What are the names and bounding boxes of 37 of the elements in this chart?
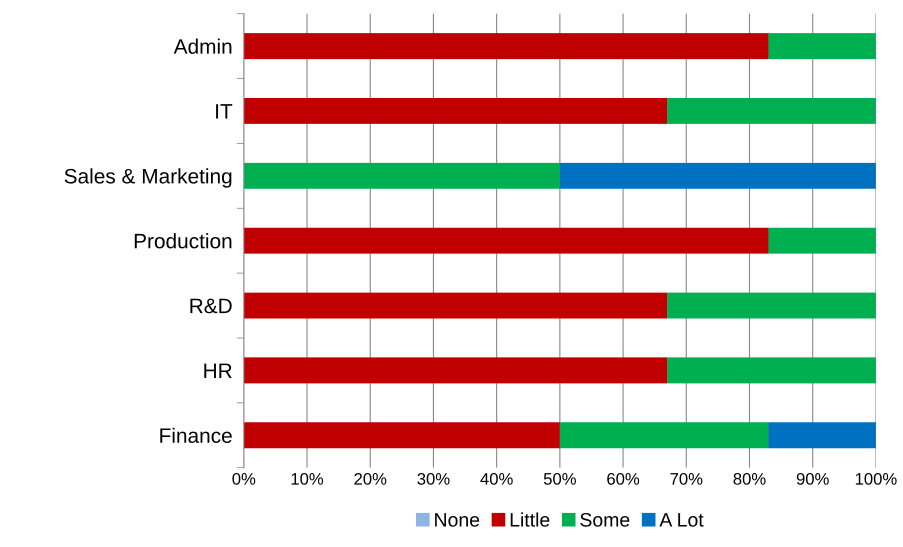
bar xyxy=(244,33,768,60)
x-tick-label: 40% xyxy=(480,472,513,485)
x-tick-label: 60% xyxy=(607,472,640,485)
x-tick-label: 70% xyxy=(670,472,702,485)
legend-label: None xyxy=(435,513,480,527)
bar xyxy=(667,98,876,124)
bar xyxy=(560,162,876,189)
x-tick-label: 100% xyxy=(856,472,897,485)
y-tick-label: Admin xyxy=(174,38,232,54)
bar xyxy=(244,98,668,124)
bar xyxy=(244,292,668,319)
bar xyxy=(244,422,560,448)
x-tick-label: 0% xyxy=(232,472,256,485)
bar xyxy=(768,228,876,254)
legend-label: Little xyxy=(510,512,550,527)
x-tick-label: 30% xyxy=(417,472,450,485)
x-tick-label: 80% xyxy=(734,472,766,485)
y-tick-label: R&D xyxy=(190,298,232,314)
bar xyxy=(244,228,768,254)
bar xyxy=(667,357,876,384)
bar xyxy=(768,422,876,448)
y-tick-label: IT xyxy=(216,104,232,119)
bar xyxy=(560,422,768,448)
x-tick-label: 20% xyxy=(354,472,386,485)
y-tick-label: HR xyxy=(204,364,232,378)
y-tick-label: Sales & Marketing xyxy=(64,168,232,188)
bar xyxy=(244,162,560,189)
x-tick-label: 10% xyxy=(292,472,324,485)
bar xyxy=(244,357,668,384)
y-tick-label: Production xyxy=(134,233,232,248)
y-tick-label: Finance xyxy=(160,428,232,444)
x-tick-label: 90% xyxy=(796,472,829,485)
x-tick-label: 50% xyxy=(544,472,576,485)
legend-label: A Lot xyxy=(659,513,704,527)
bar xyxy=(667,292,876,319)
bar xyxy=(768,33,876,60)
legend-label: Some xyxy=(580,512,630,527)
